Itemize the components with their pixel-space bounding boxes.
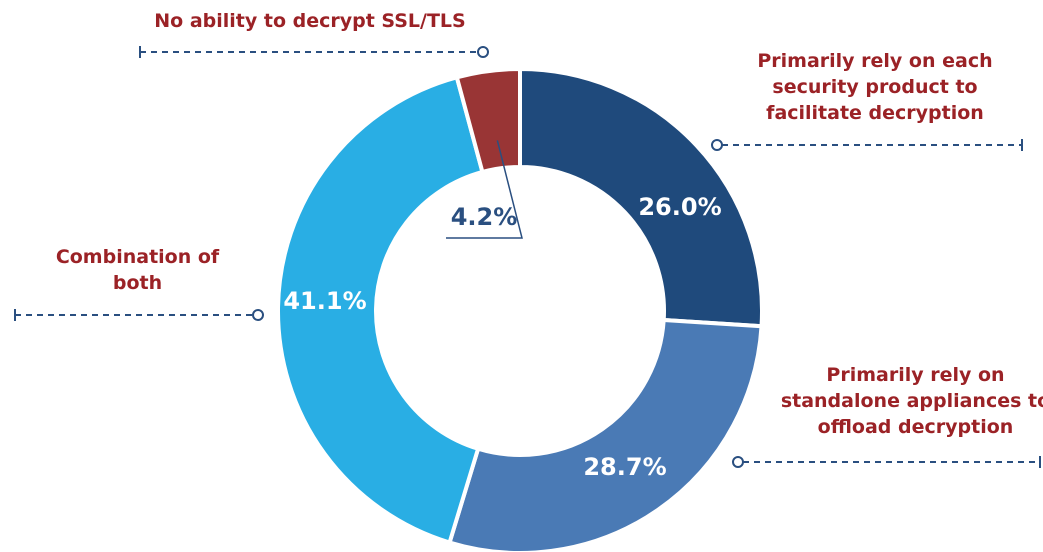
value-label: 28.7% xyxy=(583,453,666,481)
category-label: No ability to decrypt SSL/TLS xyxy=(154,10,466,32)
leader-dot xyxy=(252,309,264,321)
leader-dot xyxy=(477,46,489,58)
decor xyxy=(14,46,1041,468)
leader-dot xyxy=(711,139,723,151)
value-label: 26.0% xyxy=(638,193,721,221)
donut-slice xyxy=(454,66,522,175)
value-label: 41.1% xyxy=(283,287,366,315)
value-label: 4.2% xyxy=(451,203,518,231)
category-label: Primarily rely on each security product … xyxy=(757,50,993,124)
leader-dot xyxy=(732,456,744,468)
category-label: Combination of both xyxy=(55,246,220,294)
donut-slice xyxy=(518,66,764,329)
donut-slice xyxy=(276,74,485,546)
donut-slice xyxy=(447,317,764,552)
category-label: Primarily rely on standalone appliances … xyxy=(780,364,1043,438)
value-leader xyxy=(446,140,523,239)
